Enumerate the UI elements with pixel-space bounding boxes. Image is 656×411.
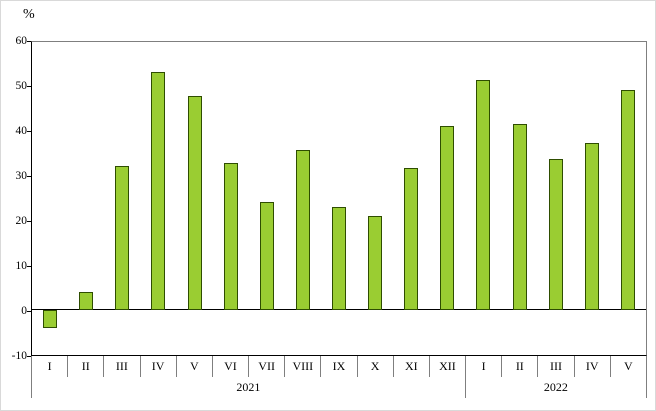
y-axis-tick — [27, 86, 31, 87]
y-axis-tick — [27, 41, 31, 42]
y-axis-tick — [27, 131, 31, 132]
bar — [79, 292, 94, 311]
y-axis-title: % — [23, 7, 35, 22]
category-label: I — [31, 356, 69, 377]
y-tick-label: -10 — [11, 350, 27, 362]
y-tick-label: 10 — [15, 260, 28, 272]
year-label: 2021 — [31, 377, 466, 398]
category-label: IX — [321, 356, 358, 377]
category-label: VI — [213, 356, 250, 377]
bar — [259, 202, 274, 311]
y-tick-label: 30 — [15, 170, 28, 182]
bar — [43, 310, 58, 329]
category-label: XII — [430, 356, 467, 377]
category-label: X — [358, 356, 394, 377]
bar — [187, 95, 202, 311]
category-label: II — [68, 356, 105, 377]
y-axis-tick — [27, 311, 31, 312]
category-label: IV — [141, 356, 177, 377]
year-label: 2022 — [466, 377, 647, 398]
y-tick-label: 0 — [21, 305, 27, 317]
category-label: III — [538, 356, 575, 377]
y-tick-label: 40 — [15, 125, 28, 137]
category-label: II — [502, 356, 539, 377]
y-axis-tick — [27, 176, 31, 177]
category-label: V — [611, 356, 647, 377]
bar — [548, 159, 563, 311]
bar — [295, 149, 310, 311]
category-label: V — [177, 356, 213, 377]
y-axis-tick — [27, 356, 31, 357]
bar — [368, 216, 383, 311]
bar — [512, 124, 527, 311]
bar — [223, 162, 238, 311]
category-label: III — [104, 356, 141, 377]
bar — [404, 167, 419, 311]
bar — [440, 126, 455, 311]
category-label: XI — [394, 356, 430, 377]
bar — [620, 89, 635, 311]
category-label: VIII — [285, 356, 322, 377]
bar — [476, 80, 491, 311]
category-label: I — [466, 356, 503, 377]
category-label: IV — [575, 356, 611, 377]
category-label: VII — [249, 356, 286, 377]
y-tick-label: 60 — [15, 35, 28, 47]
year-axis: 2021 2022 — [31, 377, 647, 398]
bar — [151, 72, 166, 311]
category-axis: I II III IV V VI VII VIII IX X XI XII I II III IV V — [31, 356, 647, 377]
bar — [115, 165, 130, 311]
y-tick-label: 50 — [15, 80, 28, 92]
y-axis-tick — [27, 221, 31, 222]
y-axis-tick — [27, 266, 31, 267]
bar — [332, 207, 346, 311]
bar — [584, 142, 599, 311]
y-tick-label: 20 — [15, 215, 28, 227]
plot-area — [31, 41, 647, 356]
